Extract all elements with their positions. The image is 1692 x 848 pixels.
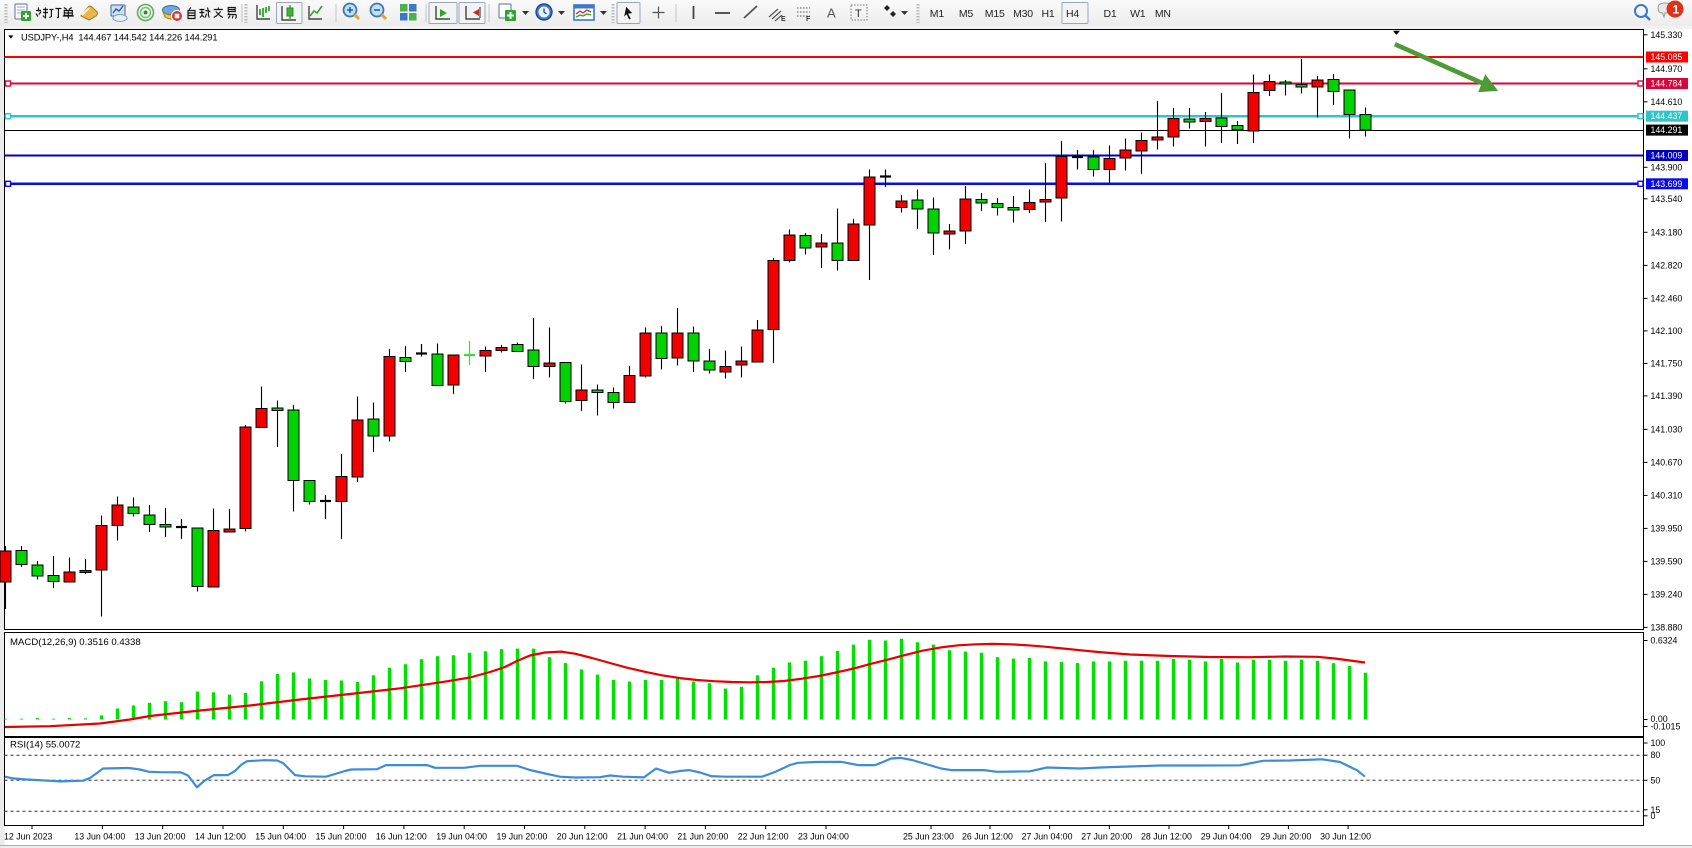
- svg-text:145.330: 145.330: [1651, 30, 1683, 40]
- svg-text:D1: D1: [1104, 8, 1117, 20]
- svg-text:139.590: 139.590: [1651, 556, 1683, 566]
- svg-text:0: 0: [1651, 811, 1656, 821]
- svg-text:T: T: [855, 8, 862, 20]
- svg-text:27 Jun 20:00: 27 Jun 20:00: [1081, 832, 1132, 842]
- svg-text:21 Jun 04:00: 21 Jun 04:00: [617, 832, 668, 842]
- svg-text:1: 1: [1673, 3, 1680, 17]
- svg-text:W1: W1: [1130, 8, 1146, 20]
- svg-text:F: F: [806, 16, 811, 23]
- svg-text:15 Jun 20:00: 15 Jun 20:00: [316, 832, 367, 842]
- svg-text:141.030: 141.030: [1651, 424, 1683, 434]
- svg-text:142.100: 142.100: [1651, 326, 1683, 336]
- svg-text:21 Jun 20:00: 21 Jun 20:00: [677, 832, 728, 842]
- svg-text:29 Jun 20:00: 29 Jun 20:00: [1260, 832, 1311, 842]
- svg-text:M15: M15: [985, 8, 1005, 20]
- svg-text:143.699: 143.699: [1651, 179, 1683, 189]
- svg-text:0.6324: 0.6324: [1651, 636, 1678, 646]
- svg-text:145.085: 145.085: [1651, 52, 1683, 62]
- svg-text:139.240: 139.240: [1651, 589, 1683, 599]
- svg-text:50: 50: [1651, 775, 1661, 785]
- svg-text:141.750: 141.750: [1651, 358, 1683, 368]
- svg-text:M30: M30: [1013, 8, 1033, 20]
- svg-text:29 Jun 04:00: 29 Jun 04:00: [1201, 832, 1252, 842]
- svg-text:15: 15: [1651, 805, 1661, 815]
- svg-text:12 Jun 2023: 12 Jun 2023: [4, 832, 53, 842]
- svg-text:27 Jun 04:00: 27 Jun 04:00: [1022, 832, 1073, 842]
- svg-text:138.880: 138.880: [1651, 622, 1683, 632]
- svg-text:23 Jun 04:00: 23 Jun 04:00: [798, 832, 849, 842]
- svg-text:140.670: 140.670: [1651, 457, 1683, 467]
- svg-text:143.900: 143.900: [1651, 162, 1683, 172]
- svg-text:13 Jun 04:00: 13 Jun 04:00: [74, 832, 125, 842]
- svg-text:A: A: [827, 6, 836, 21]
- svg-text:16 Jun 12:00: 16 Jun 12:00: [376, 832, 427, 842]
- svg-text:20 Jun 12:00: 20 Jun 12:00: [557, 832, 608, 842]
- svg-text:140.310: 140.310: [1651, 490, 1683, 500]
- svg-text:144.437: 144.437: [1651, 111, 1683, 121]
- svg-text:-0.1015: -0.1015: [1651, 722, 1681, 732]
- svg-text:26 Jun 12:00: 26 Jun 12:00: [962, 832, 1013, 842]
- svg-text:28 Jun 12:00: 28 Jun 12:00: [1141, 832, 1192, 842]
- svg-text:100: 100: [1651, 738, 1666, 748]
- svg-text:19 Jun 04:00: 19 Jun 04:00: [436, 832, 487, 842]
- svg-text:USDJPY-,H4 144.467 144.542 14: USDJPY-,H4 144.467 144.542 144.226 144.2…: [21, 33, 217, 43]
- svg-text:144.610: 144.610: [1651, 97, 1683, 107]
- svg-text:143.180: 143.180: [1651, 227, 1683, 237]
- svg-text:13 Jun 20:00: 13 Jun 20:00: [135, 832, 186, 842]
- svg-text:30 Jun 12:00: 30 Jun 12:00: [1320, 832, 1371, 842]
- svg-text:MN: MN: [1155, 8, 1171, 20]
- svg-text:M1: M1: [930, 8, 945, 20]
- svg-text:14 Jun 12:00: 14 Jun 12:00: [195, 832, 246, 842]
- svg-text:H1: H1: [1042, 8, 1055, 20]
- svg-text:25 Jun 23:00: 25 Jun 23:00: [903, 832, 954, 842]
- svg-text:M5: M5: [959, 8, 974, 20]
- svg-text:144.784: 144.784: [1651, 79, 1683, 89]
- svg-text:144.009: 144.009: [1651, 151, 1683, 161]
- svg-text:141.390: 141.390: [1651, 391, 1683, 401]
- svg-text:0.00: 0.00: [1651, 714, 1668, 724]
- svg-text:144.970: 144.970: [1651, 64, 1683, 74]
- svg-text:RSI(14) 55.0072: RSI(14) 55.0072: [10, 740, 80, 751]
- svg-text:80: 80: [1651, 750, 1661, 760]
- svg-text:19 Jun 20:00: 19 Jun 20:00: [497, 832, 548, 842]
- svg-text:MACD(12,26,9) 0.3516 0.4338: MACD(12,26,9) 0.3516 0.4338: [10, 637, 141, 648]
- svg-text:142.460: 142.460: [1651, 293, 1683, 303]
- svg-text:143.540: 143.540: [1651, 194, 1683, 204]
- svg-text:142.820: 142.820: [1651, 260, 1683, 270]
- svg-text:15 Jun 04:00: 15 Jun 04:00: [255, 832, 306, 842]
- svg-text:144.291: 144.291: [1651, 125, 1683, 135]
- svg-text:22 Jun 12:00: 22 Jun 12:00: [738, 832, 789, 842]
- svg-text:H4: H4: [1066, 8, 1079, 20]
- svg-text:E: E: [781, 16, 786, 23]
- svg-text:139.950: 139.950: [1651, 523, 1683, 533]
